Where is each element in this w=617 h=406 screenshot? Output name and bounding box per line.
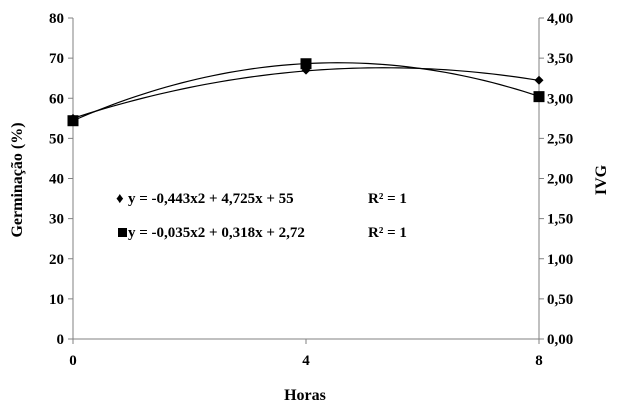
right-axis-ticks: 0,00 0,50 1,00 1,50 2,00 2,50 3,00 3,50 4,00 (539, 11, 573, 348)
x-tick-label: 0 (69, 353, 77, 369)
y-tick-label: 40 (49, 172, 64, 188)
left-axis-ticks: 0 10 20 30 40 50 60 70 80 (49, 11, 73, 348)
y2-tick-label: 3,50 (547, 51, 573, 67)
y-tick-label: 10 (49, 292, 64, 308)
y-tick-label: 0 (57, 332, 65, 348)
x-tick-label: 8 (535, 353, 543, 369)
square-legend-marker (118, 228, 127, 237)
x-tick-label: 4 (302, 353, 310, 369)
y-tick-label: 30 (49, 212, 64, 228)
square-point (533, 91, 545, 103)
y-tick-label: 20 (49, 252, 64, 268)
y-tick-label: 50 (49, 131, 64, 147)
r2-series-2: R² = 1 (368, 225, 407, 241)
y2-tick-label: 3,00 (547, 91, 573, 107)
y2-tick-label: 2,50 (547, 131, 573, 147)
equation-series-2: y = -0,035x2 + 0,318x + 2,72 (128, 225, 305, 241)
y2-tick-label: 0,50 (547, 292, 573, 308)
diamond-point (534, 75, 544, 85)
trendline-series-1 (72, 67, 540, 119)
y2-tick-label: 1,00 (547, 252, 573, 268)
equation-series-1: y = -0,443x2 + 4,725x + 55 (128, 191, 294, 207)
y-axis-title: Germinação (%) (9, 122, 26, 237)
square-point (67, 115, 79, 127)
r2-series-1: R² = 1 (368, 191, 407, 207)
series-group (67, 58, 545, 127)
square-point (300, 58, 312, 70)
y-tick-label: 60 (49, 91, 64, 107)
y2-tick-label: 0,00 (547, 332, 573, 348)
y-tick-label: 70 (49, 51, 64, 67)
y2-tick-label: 1,50 (547, 212, 573, 228)
y-tick-label: 80 (49, 11, 64, 27)
diamond-legend-marker: ♦ (116, 191, 124, 207)
x-axis-title: Horas (284, 387, 326, 404)
x-axis-ticks: 0 4 8 (69, 339, 543, 369)
equation-legend: ♦ y = -0,443x2 + 4,725x + 55 R² = 1 y = … (116, 191, 407, 241)
y2-tick-label: 2,00 (547, 172, 573, 188)
y2-axis-title: IVG (593, 164, 610, 195)
y2-tick-label: 4,00 (547, 11, 573, 27)
